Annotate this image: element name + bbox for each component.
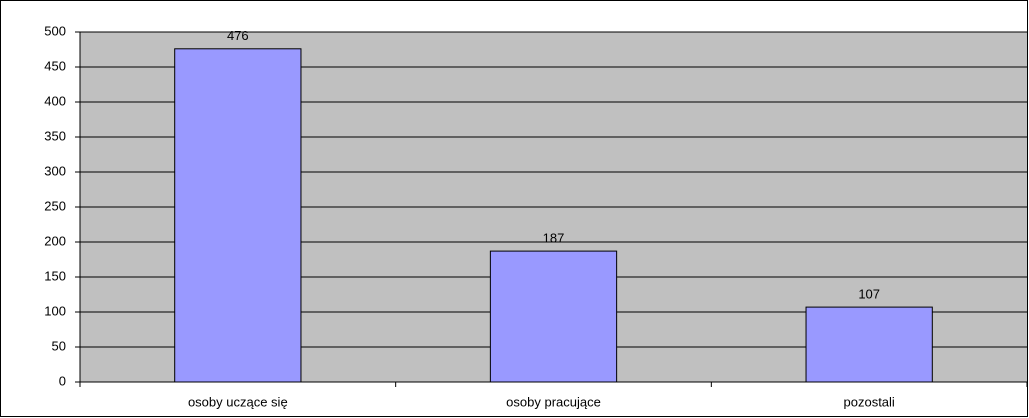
y-tick-label: 400 — [44, 93, 66, 108]
y-tick-label: 450 — [44, 58, 66, 73]
bar — [174, 48, 302, 383]
y-tick-label: 350 — [44, 128, 66, 143]
data-label: 476 — [227, 28, 249, 43]
x-tick-label: osoby uczące się — [188, 394, 288, 409]
data-label: 187 — [543, 231, 565, 246]
y-tick-label: 100 — [44, 303, 66, 318]
y-tick-label: 200 — [44, 233, 66, 248]
x-tick-label: osoby pracujące — [506, 394, 601, 409]
x-tick-label: pozostali — [844, 394, 895, 409]
y-tick-label: 250 — [44, 198, 66, 213]
bar — [805, 306, 933, 383]
bar — [489, 250, 618, 383]
y-tick-label: 50 — [52, 338, 66, 353]
y-tick-label: 0 — [59, 373, 66, 388]
y-tick-label: 300 — [44, 163, 66, 178]
y-tick-label: 500 — [44, 23, 66, 38]
data-label: 107 — [858, 287, 880, 302]
y-tick-label: 150 — [44, 268, 66, 283]
